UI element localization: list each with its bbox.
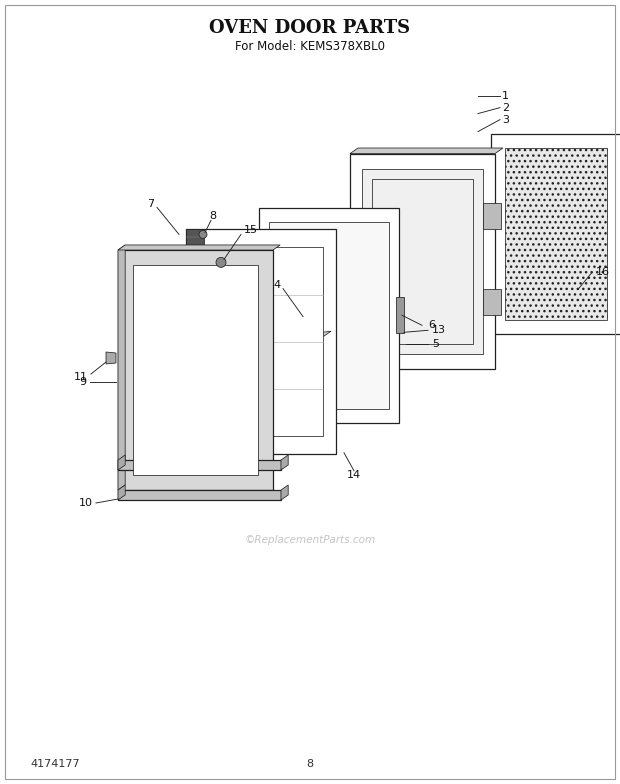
Polygon shape [259,208,399,423]
Polygon shape [491,134,620,335]
Polygon shape [217,248,323,437]
Polygon shape [396,297,404,333]
Polygon shape [118,490,281,500]
Polygon shape [118,455,125,470]
Polygon shape [106,352,116,364]
Polygon shape [133,265,258,475]
Polygon shape [350,154,495,368]
Polygon shape [505,148,607,321]
Polygon shape [281,455,288,470]
Text: ©ReplacementParts.com: ©ReplacementParts.com [244,535,376,545]
Polygon shape [269,222,389,408]
Polygon shape [186,230,336,455]
Text: 8: 8 [210,212,216,221]
Polygon shape [118,245,280,250]
Polygon shape [484,203,501,229]
Polygon shape [484,289,501,315]
Text: 7: 7 [148,199,154,209]
Circle shape [216,257,226,267]
Polygon shape [118,485,125,500]
Polygon shape [186,230,204,455]
Text: 8: 8 [306,759,314,769]
Polygon shape [362,169,483,354]
Text: 1: 1 [502,91,509,100]
Text: OVEN DOOR PARTS: OVEN DOOR PARTS [210,19,410,37]
Polygon shape [281,485,288,500]
Text: 4174177: 4174177 [30,759,79,769]
Circle shape [199,230,207,238]
Polygon shape [118,460,281,470]
Text: 10: 10 [79,498,93,508]
Text: 16: 16 [596,267,610,278]
Text: 13: 13 [432,325,446,336]
Polygon shape [118,245,125,490]
Text: 5: 5 [432,339,439,350]
Polygon shape [303,331,331,342]
Text: 14: 14 [347,470,361,480]
Text: For Model: KEMS378XBL0: For Model: KEMS378XBL0 [235,39,385,53]
Text: 4: 4 [273,280,281,289]
Polygon shape [118,250,273,490]
Polygon shape [350,148,503,154]
Polygon shape [302,339,319,358]
Text: 15: 15 [244,226,258,235]
Text: 9: 9 [79,377,87,387]
Text: 11: 11 [74,372,88,382]
Text: 6: 6 [428,321,435,330]
Text: 3: 3 [502,114,509,125]
Text: 2: 2 [502,103,509,113]
